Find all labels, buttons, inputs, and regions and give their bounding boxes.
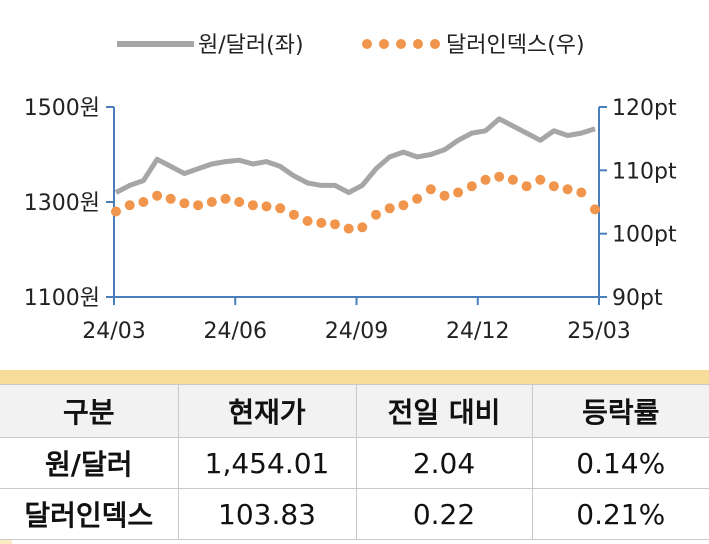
header-category: 구분 xyxy=(0,384,179,438)
dxy-point xyxy=(507,174,518,185)
row-label-usdkrw: 원/달러 xyxy=(0,437,179,489)
dxy-point xyxy=(316,217,327,228)
dxy-point xyxy=(425,184,436,195)
dxy-point xyxy=(179,198,190,209)
row-label-dxy: 달러인덱스 xyxy=(0,488,179,540)
cell-change: 0.22 xyxy=(355,488,533,540)
dxy-point xyxy=(165,193,176,204)
x-tick-label: 24/06 xyxy=(204,319,267,344)
cell-current-price: 103.83 xyxy=(177,488,357,540)
table-header-row: 구분 현재가 전일 대비 등락률 xyxy=(0,384,709,438)
table-row: 달러인덱스 103.83 0.22 0.21% xyxy=(0,488,709,540)
dxy-point xyxy=(234,197,245,207)
dxy-point xyxy=(562,184,573,195)
legend-label-usdkrw: 원/달러(좌) xyxy=(198,33,304,58)
dxy-point xyxy=(193,200,204,211)
dxy-point xyxy=(453,187,464,198)
dxy-point xyxy=(357,222,368,233)
dxy-point xyxy=(330,219,340,230)
dxy-point xyxy=(343,223,354,234)
legend-label-dxy: 달러인덱스(우) xyxy=(446,33,585,58)
series-layer xyxy=(111,116,600,234)
dxy-point xyxy=(521,181,532,192)
x-tick-label: 24/12 xyxy=(446,319,509,344)
dxy-point xyxy=(206,197,217,207)
usdkrw-line xyxy=(114,116,596,195)
dxy-point xyxy=(480,174,491,185)
dxy-point xyxy=(220,193,231,204)
right-tick-label: 90pt xyxy=(612,286,663,311)
dxy-point xyxy=(466,181,477,192)
summary-table-section: 구분 현재가 전일 대비 등락률 원/달러 1,454.01 2.04 0.14… xyxy=(0,370,709,544)
left-tick-label: 1300원 xyxy=(24,191,100,216)
table-top-band xyxy=(0,370,709,384)
dxy-point xyxy=(371,209,381,220)
dxy-point xyxy=(138,197,149,207)
table-row: 원/달러 1,454.01 2.04 0.14% xyxy=(0,437,709,489)
dxy-point xyxy=(275,203,286,214)
cell-current-price: 1,454.01 xyxy=(177,437,357,489)
left-tick-label: 1100원 xyxy=(24,286,100,311)
dxy-point xyxy=(535,174,546,185)
right-tick-label: 120pt xyxy=(612,96,677,121)
dxy-point xyxy=(288,209,299,220)
dxy-point xyxy=(398,200,409,211)
cell-change-rate: 0.21% xyxy=(531,488,709,540)
dxy-point xyxy=(111,206,121,217)
x-tick-label: 24/03 xyxy=(82,319,145,344)
chart-area: 원/달러(좌) 달러인덱스(우) 1500원 1300원 1100원 120pt 110… xyxy=(24,33,677,344)
header-change: 전일 대비 xyxy=(355,384,533,438)
cell-change-rate: 0.14% xyxy=(531,437,709,489)
right-tick-label: 110pt xyxy=(612,159,677,184)
dxy-point xyxy=(412,193,423,204)
x-tick-label: 25/03 xyxy=(567,319,630,344)
header-current-price: 현재가 xyxy=(177,384,357,438)
dxy-point xyxy=(548,181,559,192)
dxy-point xyxy=(439,190,450,201)
dxy-point xyxy=(261,201,272,212)
x-tick-label: 24/09 xyxy=(325,319,388,344)
dxy-point xyxy=(576,187,587,198)
dxy-point xyxy=(590,204,600,215)
left-tick-label: 1500원 xyxy=(24,96,100,121)
dxy-point xyxy=(152,190,163,201)
dxy-point xyxy=(247,200,258,211)
dxy-point xyxy=(124,200,135,211)
dxy-point xyxy=(494,171,505,182)
dxy-point xyxy=(384,203,395,214)
cell-change: 2.04 xyxy=(355,437,533,489)
axis-ticks: 1500원 1300원 1100원 120pt 110pt 100pt 90pt 24/03 2… xyxy=(24,96,677,344)
dxy-point xyxy=(302,216,313,226)
summary-table: 구분 현재가 전일 대비 등락률 원/달러 1,454.01 2.04 0.14… xyxy=(0,384,709,540)
right-tick-label: 100pt xyxy=(612,223,677,248)
header-change-rate: 등락률 xyxy=(531,384,709,438)
legend-swatch-dxy xyxy=(362,39,440,49)
legend: 원/달러(좌) 달러인덱스(우) xyxy=(117,33,585,58)
